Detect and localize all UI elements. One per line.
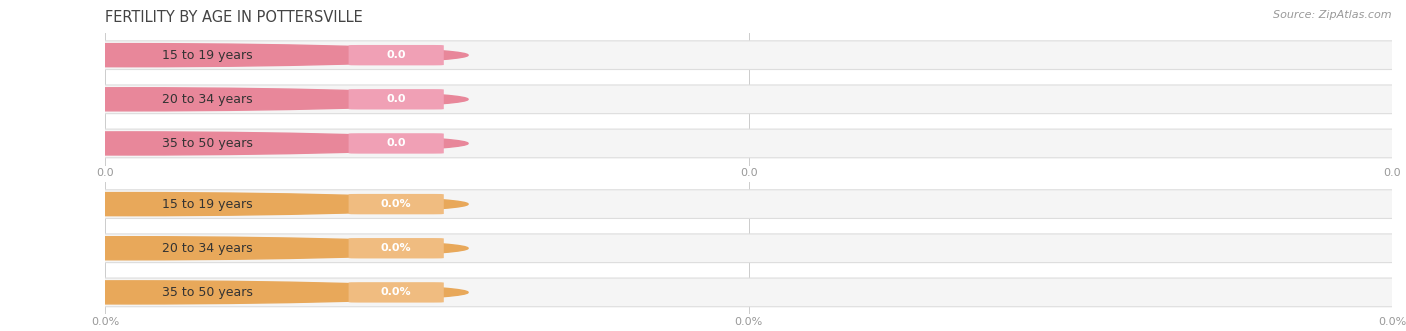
FancyBboxPatch shape	[349, 133, 444, 154]
Text: 0.0%: 0.0%	[381, 243, 412, 253]
FancyBboxPatch shape	[349, 194, 444, 214]
Circle shape	[0, 237, 468, 260]
Text: 35 to 50 years: 35 to 50 years	[162, 137, 253, 150]
Text: 0.0: 0.0	[387, 50, 406, 60]
FancyBboxPatch shape	[89, 129, 1406, 158]
Text: 35 to 50 years: 35 to 50 years	[162, 286, 253, 299]
Circle shape	[0, 132, 468, 155]
Text: 15 to 19 years: 15 to 19 years	[162, 198, 253, 211]
FancyBboxPatch shape	[89, 41, 1406, 70]
FancyBboxPatch shape	[349, 282, 444, 303]
FancyBboxPatch shape	[89, 234, 1406, 262]
FancyBboxPatch shape	[349, 89, 444, 110]
Text: 0.0: 0.0	[387, 138, 406, 148]
Circle shape	[0, 193, 468, 216]
FancyBboxPatch shape	[349, 238, 444, 259]
Text: 0.0: 0.0	[387, 94, 406, 104]
FancyBboxPatch shape	[89, 278, 1406, 307]
Text: 0.0%: 0.0%	[381, 287, 412, 297]
FancyBboxPatch shape	[89, 190, 1406, 218]
Text: FERTILITY BY AGE IN POTTERSVILLE: FERTILITY BY AGE IN POTTERSVILLE	[105, 10, 363, 25]
Text: 20 to 34 years: 20 to 34 years	[162, 242, 253, 255]
Text: 20 to 34 years: 20 to 34 years	[162, 93, 253, 106]
Text: Source: ZipAtlas.com: Source: ZipAtlas.com	[1274, 10, 1392, 20]
FancyBboxPatch shape	[349, 45, 444, 65]
FancyBboxPatch shape	[89, 85, 1406, 114]
Circle shape	[0, 88, 468, 111]
Text: 0.0%: 0.0%	[381, 199, 412, 209]
Circle shape	[0, 44, 468, 67]
Circle shape	[0, 281, 468, 304]
Text: 15 to 19 years: 15 to 19 years	[162, 49, 253, 62]
